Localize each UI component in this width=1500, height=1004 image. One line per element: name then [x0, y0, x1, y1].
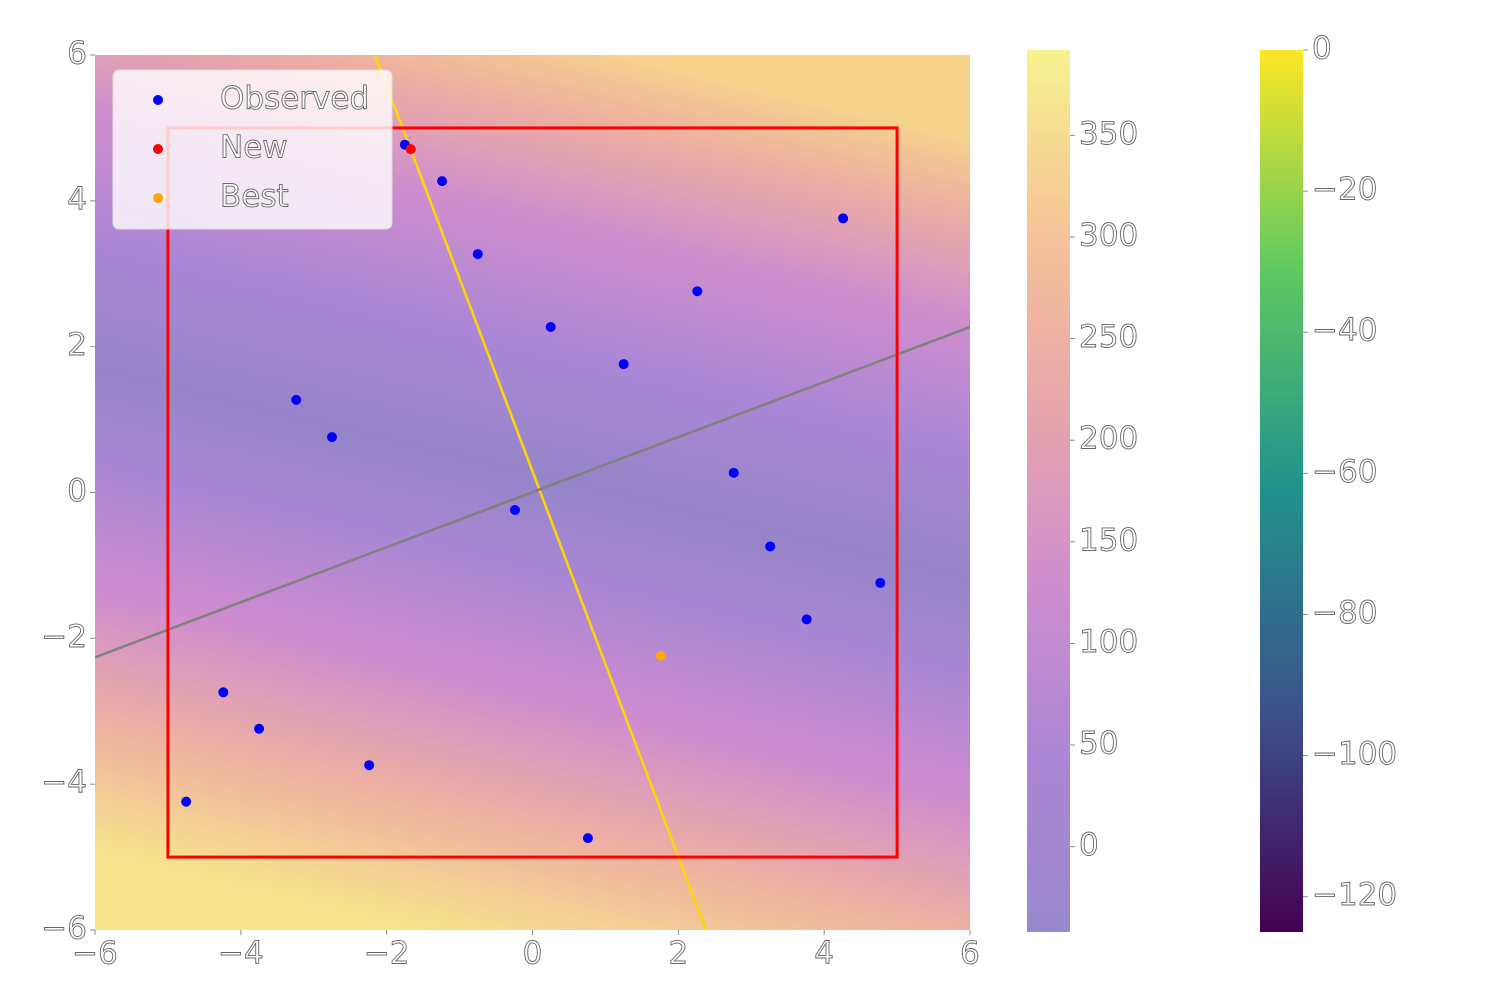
- x-tick-label: 2: [668, 936, 688, 972]
- plot-area: [95, 55, 970, 930]
- x-tick-label: 0: [523, 936, 543, 972]
- data-point: [801, 614, 812, 625]
- colorbar-tick-label: 350: [1079, 116, 1138, 152]
- data-point: [728, 467, 739, 478]
- legend-label: New: [220, 130, 288, 166]
- y-tick-label: 0: [67, 473, 87, 509]
- data-point: [437, 176, 448, 187]
- x-tick-label: −2: [364, 936, 410, 972]
- reference-line: [373, 55, 708, 930]
- data-point: [510, 505, 520, 515]
- data-point: [326, 432, 337, 443]
- data-point: [218, 687, 229, 698]
- legend-marker: [153, 95, 163, 105]
- bounds-rectangle: [166, 126, 899, 859]
- data-point: [655, 650, 666, 661]
- x-tick-label: −6: [72, 936, 118, 972]
- colorbar-tick-label: 0: [1079, 827, 1099, 863]
- colorbar-tick-label: 250: [1079, 319, 1138, 355]
- legend-box: [112, 69, 393, 230]
- x-tick-label: 4: [814, 936, 834, 972]
- data-point: [254, 723, 265, 734]
- data-point: [291, 394, 302, 405]
- colorbar-tick-label: −120: [1312, 877, 1397, 913]
- y-tick-label: 2: [67, 327, 87, 363]
- colorbar-tick-label: 100: [1079, 624, 1138, 660]
- y-tick-label: 4: [67, 181, 87, 217]
- colorbar-tick-label: −40: [1312, 313, 1377, 349]
- reference-line: [95, 325, 970, 659]
- data-point: [618, 359, 629, 370]
- x-tick-label: 6: [960, 936, 980, 972]
- data-point: [875, 577, 886, 588]
- colorbar-tick-label: 50: [1079, 726, 1118, 762]
- colorbar-tick-label: −20: [1312, 172, 1377, 208]
- colorbar-tick-label: −100: [1312, 736, 1397, 772]
- data-point: [838, 213, 849, 224]
- colorbar: [1260, 50, 1303, 932]
- data-point: [472, 249, 483, 260]
- data-point: [364, 760, 375, 771]
- y-tick-label: −6: [41, 911, 87, 947]
- colorbar-tick-label: 200: [1079, 421, 1138, 457]
- colorbar-tick-label: 0: [1312, 31, 1332, 67]
- legend-label: Observed: [220, 81, 369, 117]
- data-point: [582, 833, 593, 844]
- colorbar-tick-label: 300: [1079, 217, 1138, 253]
- colorbar-tick-label: 150: [1079, 522, 1138, 558]
- data-point: [692, 286, 703, 297]
- colorbar: [1027, 50, 1070, 932]
- data-point: [181, 796, 192, 807]
- legend-marker: [153, 144, 163, 154]
- data-point: [765, 541, 776, 552]
- legend-label: Best: [220, 179, 289, 215]
- y-tick-label: −4: [41, 765, 87, 801]
- data-point: [405, 144, 416, 155]
- x-tick-label: −4: [218, 936, 264, 972]
- data-point: [545, 321, 556, 332]
- y-tick-label: −2: [41, 619, 87, 655]
- colorbar-tick-label: −80: [1312, 595, 1377, 631]
- colorbar-tick-label: −60: [1312, 454, 1377, 490]
- y-tick-label: 6: [67, 36, 87, 72]
- legend-marker: [153, 193, 163, 203]
